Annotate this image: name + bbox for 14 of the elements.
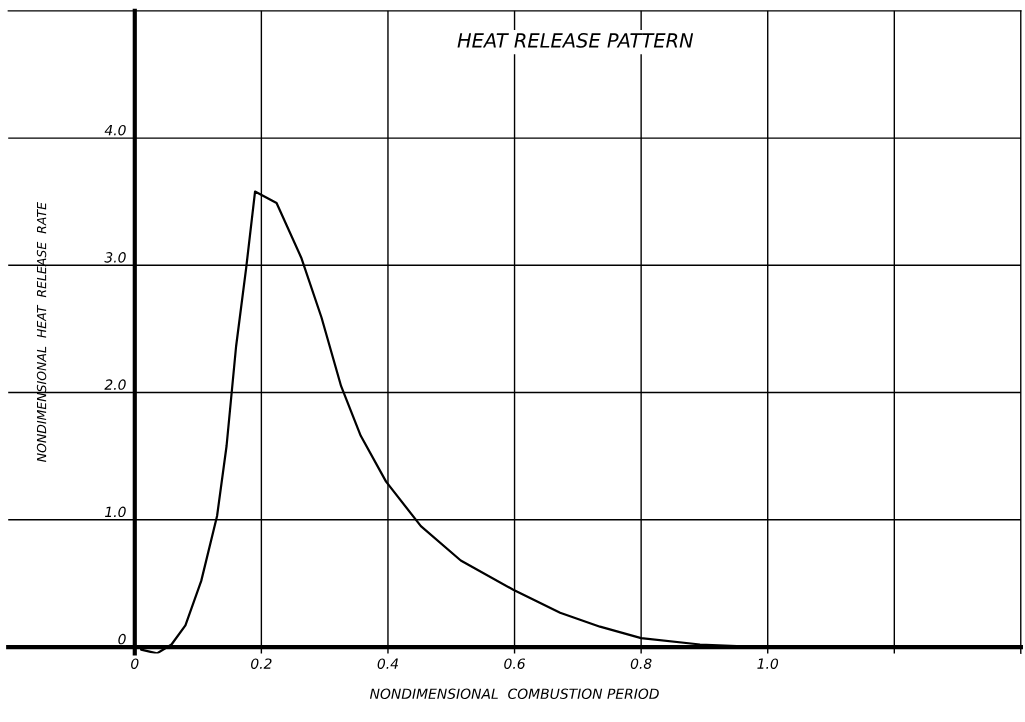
y-tick-label: 1.0: [105, 506, 126, 518]
x-tick-label: 0: [131, 658, 139, 669]
x-tick-label: 1.0: [757, 658, 779, 669]
y-tick-label: 3.0: [104, 252, 126, 263]
x-tick-label: 0.6: [504, 658, 525, 669]
x-axis-title: NONDIMENSIONAL COMBUSTION PERIOD: [369, 688, 659, 700]
y-tick-label: 4.0: [104, 124, 126, 136]
y-axis-title: NONDIMENSIONAL HEAT RELEASE RATE: [36, 201, 47, 462]
x-tick-label: 0.4: [377, 658, 399, 669]
y-tick-label: 0: [118, 633, 126, 645]
text: HEAT RELEASE PATTERN: [457, 33, 694, 48]
x-tick-label: 0.8: [630, 658, 652, 669]
x-tick-label: 0.2: [251, 658, 272, 669]
y-tick-label: 2.0: [104, 379, 126, 390]
